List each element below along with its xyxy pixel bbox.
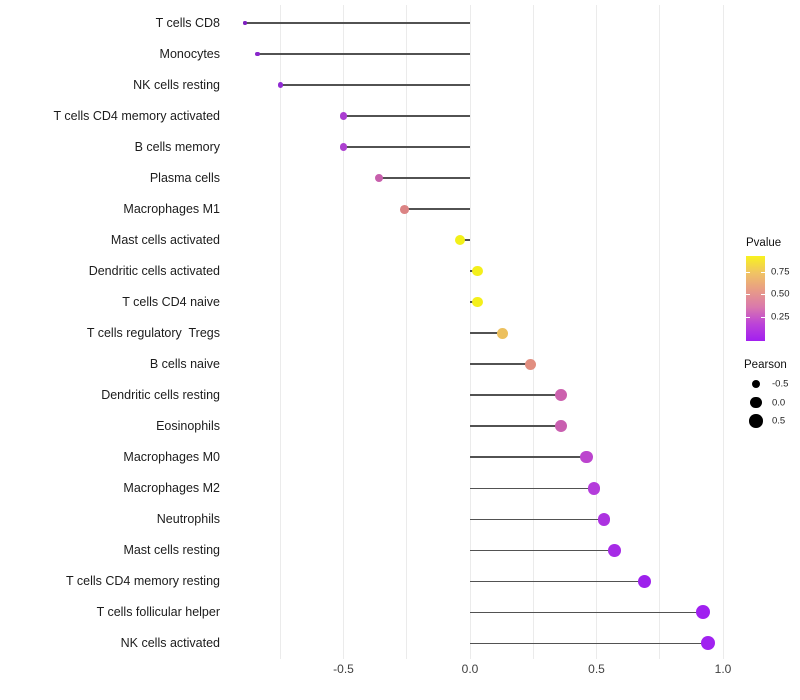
category-label: Dendritic cells activated xyxy=(88,264,220,279)
category-label: T cells CD4 memory resting xyxy=(66,574,220,589)
gridline xyxy=(279,5,281,659)
lollipop-stem xyxy=(378,177,470,179)
lollipop-dot xyxy=(472,265,483,277)
colorbar-tick xyxy=(746,294,750,296)
lollipop-dot xyxy=(339,143,348,151)
colorbar-tick xyxy=(761,272,765,273)
category-label: B cells naive xyxy=(149,357,220,372)
category-label: Macrophages M2 xyxy=(123,481,220,496)
pearson-legend-dot xyxy=(749,414,763,428)
gridline xyxy=(596,5,597,659)
colorbar-tick xyxy=(746,272,750,273)
x-tick-label: -0.5 xyxy=(333,662,354,676)
lollipop-dot xyxy=(587,482,601,495)
x-tick-label: 1.0 xyxy=(714,662,732,676)
lollipop-stem xyxy=(343,146,470,148)
lollipop-dot xyxy=(555,389,568,402)
category-label: Mast cells activated xyxy=(110,233,220,248)
lollipop-stem xyxy=(470,549,615,552)
lollipop-stem xyxy=(470,456,587,459)
gridline xyxy=(406,5,408,659)
lollipop-stem xyxy=(257,53,470,55)
lollipop-dot xyxy=(374,174,383,183)
pearson-legend-label: 0.5 xyxy=(772,415,786,427)
category-label: Macrophages M1 xyxy=(123,202,220,217)
lollipop-dot xyxy=(555,420,568,433)
legend-pearson-title: Pearson xyxy=(744,359,787,371)
lollipop-stem xyxy=(470,394,562,397)
lollipop-dot xyxy=(454,235,465,246)
lollipop-stem xyxy=(343,115,470,117)
colorbar-tick xyxy=(746,316,750,318)
lollipop-dot xyxy=(472,296,483,308)
pearson-legend-dot xyxy=(751,379,761,389)
lollipop-dot xyxy=(525,358,537,370)
category-label: Monocytes xyxy=(159,47,220,62)
lollipop-dot xyxy=(399,204,409,214)
pearson-legend-label: 0.0 xyxy=(772,397,786,409)
lollipop-stem xyxy=(470,642,708,645)
lollipop-dot xyxy=(700,636,715,651)
gridline xyxy=(722,5,724,659)
category-label: B cells memory xyxy=(134,140,220,155)
pvalue-colorbar xyxy=(746,256,765,341)
legend-pvalue-title: Pvalue xyxy=(746,237,782,249)
pearson-legend-label: -0.5 xyxy=(772,378,789,390)
lollipop-stem xyxy=(470,580,645,583)
category-label: Eosinophils xyxy=(156,419,220,434)
lollipop-dot xyxy=(607,543,621,557)
lollipop-stem xyxy=(470,425,562,428)
lollipop-stem xyxy=(470,363,531,365)
lollipop-dot xyxy=(695,605,710,620)
x-tick-label: 0.5 xyxy=(588,662,605,676)
lollipop-stem xyxy=(280,84,470,86)
lollipop-dot xyxy=(277,82,283,88)
lollipop-dot xyxy=(243,21,247,25)
category-label: NK cells activated xyxy=(120,636,220,651)
colorbar-tick-label: 0.75 xyxy=(771,266,790,278)
category-label: Macrophages M0 xyxy=(123,450,220,465)
lollipop-stem xyxy=(470,611,703,614)
lollipop-stem xyxy=(470,487,594,490)
category-label: T cells regulatory Tregs xyxy=(86,326,220,341)
colorbar-tick xyxy=(761,294,765,296)
pearson-legend-dot xyxy=(750,396,762,409)
lollipop-stem xyxy=(244,22,470,24)
lollipop-stem xyxy=(404,208,470,210)
category-label: Dendritic cells resting xyxy=(101,388,220,403)
lollipop-dot xyxy=(637,574,652,588)
colorbar-tick xyxy=(761,316,765,318)
category-label: Neutrophils xyxy=(156,512,220,527)
lollipop-dot xyxy=(580,451,593,464)
lollipop-stem xyxy=(470,332,503,334)
lollipop-dot xyxy=(339,112,348,120)
colorbar-tick-label: 0.25 xyxy=(771,311,790,323)
lollipop-stem xyxy=(470,518,605,521)
gridline xyxy=(343,5,344,659)
gridline xyxy=(532,5,534,659)
category-label: T cells CD8 xyxy=(155,16,220,30)
gridline xyxy=(469,5,471,659)
gridline xyxy=(659,5,661,659)
category-label: Mast cells resting xyxy=(123,543,220,558)
lollipop-stem xyxy=(459,239,470,241)
lollipop-dot xyxy=(497,327,509,339)
category-label: T cells follicular helper xyxy=(96,605,220,620)
category-label: NK cells resting xyxy=(133,78,220,93)
colorbar-tick-label: 0.50 xyxy=(771,288,790,300)
category-label: Plasma cells xyxy=(149,171,220,186)
lollipop-dot xyxy=(255,51,260,57)
category-label: T cells CD4 naive xyxy=(122,295,220,310)
lollipop-dot xyxy=(597,513,611,526)
x-tick-label: 0.0 xyxy=(461,662,479,676)
category-label: T cells CD4 memory activated xyxy=(53,109,221,124)
